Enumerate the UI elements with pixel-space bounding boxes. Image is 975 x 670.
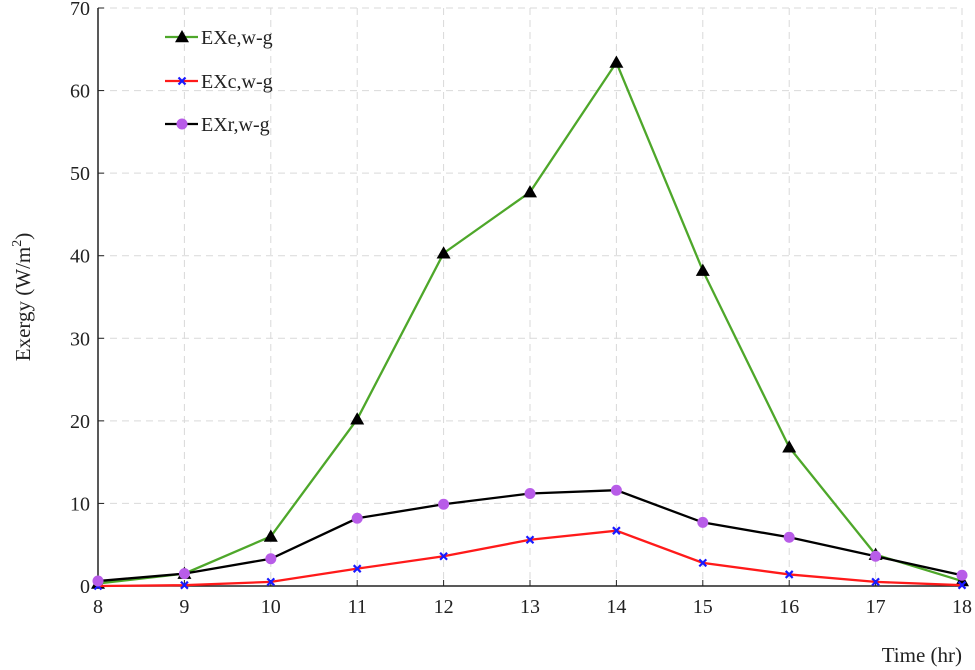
y-tick-label: 0	[80, 576, 90, 598]
data-point-circle	[351, 512, 363, 524]
y-tick-label: 40	[70, 246, 90, 268]
y-tick-label: 70	[70, 0, 90, 20]
data-point-x	[352, 564, 362, 573]
data-point-x	[612, 526, 621, 535]
y-tick-label: 20	[70, 411, 90, 433]
data-point-circle	[783, 531, 795, 543]
data-point-circle	[438, 498, 450, 510]
series-2	[92, 484, 968, 587]
series-layer	[91, 55, 969, 591]
data-point-x	[439, 551, 448, 561]
x-tick-label: 13	[520, 596, 540, 618]
data-point-x	[784, 570, 794, 579]
legend-label: EXc,w-g	[201, 71, 273, 93]
data-point-circle	[265, 553, 277, 565]
x-tick-label: 8	[93, 596, 103, 618]
grid-lines	[98, 7, 963, 586]
data-point-circle	[176, 118, 188, 130]
series-1	[93, 526, 967, 591]
data-point-x	[698, 558, 708, 568]
data-point-circle	[870, 550, 882, 562]
data-point-circle	[178, 568, 190, 580]
data-point-triangle	[695, 263, 710, 276]
y-tick-label: 10	[70, 493, 90, 515]
data-point-x	[177, 76, 187, 86]
x-tick-label: 16	[779, 596, 799, 618]
data-point-circle	[956, 569, 968, 581]
x-tick-label: 17	[866, 596, 886, 618]
x-tick-label: 11	[348, 596, 367, 618]
legend-label: EXr,w-g	[201, 114, 270, 136]
data-point-triangle	[523, 185, 537, 198]
data-point-triangle	[350, 412, 365, 425]
legend-item: EXc,w-g	[165, 71, 273, 93]
data-point-triangle	[436, 246, 451, 259]
data-point-circle	[697, 516, 709, 528]
legend-item: EXe,w-g	[165, 27, 273, 49]
legend-label: EXe,w-g	[201, 27, 273, 49]
x-tick-label: 10	[261, 596, 281, 618]
data-point-triangle	[782, 440, 797, 453]
data-point-triangle	[263, 529, 278, 542]
x-tick-label: 12	[434, 596, 454, 618]
data-point-circle	[92, 575, 104, 587]
data-point-x	[525, 535, 535, 545]
data-point-x	[266, 577, 276, 587]
data-point-circle	[610, 484, 622, 496]
legend: EXe,w-g EXc,w-g EXr,w-g	[165, 27, 273, 136]
y-axis-label: Exergy (W/m2)	[10, 233, 35, 362]
x-tick-label: 14	[606, 596, 626, 618]
data-point-circle	[524, 488, 536, 500]
x-tick-label: 9	[179, 596, 189, 618]
y-tick-label: 60	[70, 81, 90, 103]
x-axis-label: Time (hr)	[882, 643, 962, 667]
x-tick-label: 15	[693, 596, 713, 618]
legend-item: EXr,w-g	[165, 114, 270, 136]
data-point-x	[180, 580, 189, 590]
y-tick-label: 30	[70, 328, 90, 350]
tick-labels: 8 9 10 11 12 13 14 15 16 17 18 0 10 20 30 40 50 60 70	[70, 0, 972, 618]
data-point-x	[871, 577, 880, 587]
y-tick-label: 50	[70, 163, 90, 185]
data-point-triangle	[609, 55, 624, 68]
data-point-triangle	[175, 30, 189, 43]
data-point-x	[957, 580, 967, 590]
x-tick-label: 18	[952, 596, 972, 618]
